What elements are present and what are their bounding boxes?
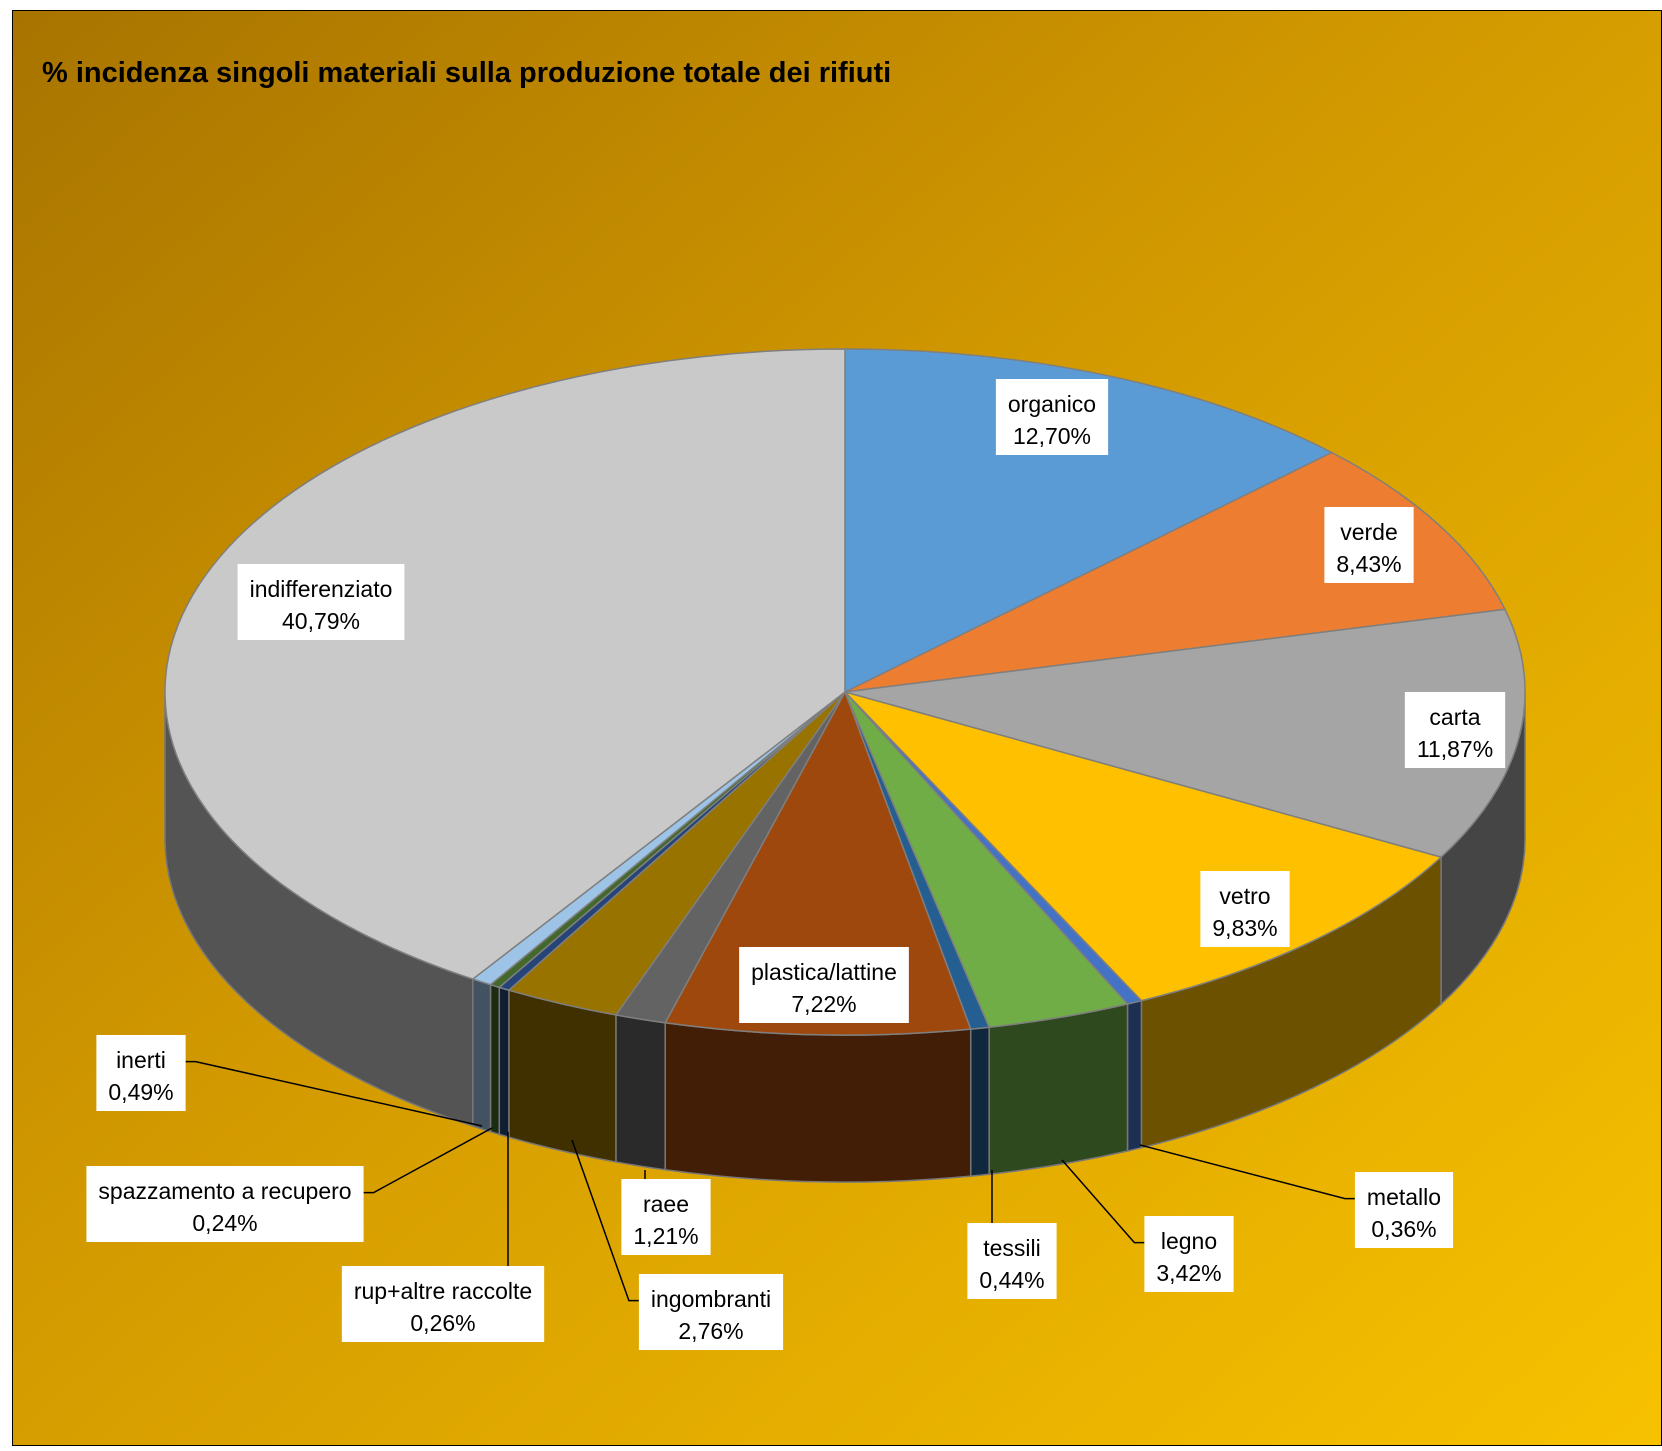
data-label-legno: legno 3,42% xyxy=(1144,1216,1234,1292)
data-label-box-ingombranti xyxy=(638,1274,784,1350)
data-label-box-raee xyxy=(621,1179,711,1255)
slice-side-raee xyxy=(615,1014,666,1171)
data-label-value-ingombranti: 2,76% xyxy=(678,1318,743,1344)
data-label-name-inerti: inerti xyxy=(116,1047,166,1073)
data-label-carta: carta 11,87% xyxy=(1404,692,1506,768)
data-label-value-spazzamento-a-recupero: 0,24% xyxy=(192,1210,257,1236)
data-label-box-plastica-lattine xyxy=(739,947,909,1023)
data-label-box-metallo xyxy=(1354,1172,1454,1248)
data-label-name-vetro: vetro xyxy=(1219,883,1270,909)
slice-indifferenziato xyxy=(164,348,846,980)
slice-side-metallo xyxy=(1126,999,1143,1152)
data-label-box-verde xyxy=(1324,507,1414,583)
data-label-box-rup-altre-raccolte xyxy=(341,1266,545,1342)
data-label-value-carta: 11,87% xyxy=(1417,736,1493,762)
slice-side-ingombranti xyxy=(508,989,617,1163)
slice-side-tessili xyxy=(969,1026,990,1177)
slice-carta xyxy=(844,608,1526,858)
data-labels: organico 12,70% verde 8,43% carta 11,87% vetro… xyxy=(86,379,1506,1350)
data-label-name-organico: organico xyxy=(1008,391,1096,417)
chart-frame: % incidenza singoli materiali sulla prod… xyxy=(11,9,1662,1447)
data-label-name-metallo: metallo xyxy=(1367,1184,1441,1210)
data-label-box-spazzamento-a-recupero xyxy=(86,1166,364,1242)
data-label-ingombranti: ingombranti 2,76% xyxy=(638,1274,784,1350)
slice-side-inerti xyxy=(472,978,492,1133)
slice-side-rup-altre-raccolte xyxy=(498,986,510,1139)
label-leader-lines xyxy=(185,1060,1355,1302)
data-label-box-tessili xyxy=(967,1223,1057,1299)
data-label-box-vetro xyxy=(1200,871,1290,947)
leader-line-ingombranti xyxy=(571,1139,639,1302)
data-label-box-inerti xyxy=(96,1035,186,1111)
data-label-vetro: vetro 9,83% xyxy=(1200,871,1290,947)
data-label-organico: organico 12,70% xyxy=(995,379,1109,455)
data-label-name-carta: carta xyxy=(1429,704,1480,730)
chart-title: % incidenza singoli materiali sulla prod… xyxy=(42,57,891,89)
pie-tops xyxy=(164,348,1526,1036)
slice-side-plastica-lattine xyxy=(664,1021,972,1183)
data-label-tessili: tessili 0,44% xyxy=(967,1223,1057,1299)
data-label-spazzamento-a-recupero: spazzamento a recupero 0,24% xyxy=(86,1166,364,1242)
data-label-box-organico xyxy=(995,379,1109,455)
data-label-plastica-lattine: plastica/lattine 7,22% xyxy=(739,947,909,1023)
data-label-value-verde: 8,43% xyxy=(1336,551,1401,577)
data-label-name-spazzamento-a-recupero: spazzamento a recupero xyxy=(98,1178,351,1204)
data-label-value-tessili: 0,44% xyxy=(979,1267,1044,1293)
data-label-verde: verde 8,43% xyxy=(1324,507,1414,583)
data-label-box-carta xyxy=(1404,692,1506,768)
leader-line-inerti xyxy=(185,1060,483,1127)
data-label-box-indifferenziato xyxy=(237,564,405,640)
data-label-inerti: inerti 0,49% xyxy=(96,1035,186,1111)
data-label-value-vetro: 9,83% xyxy=(1212,915,1277,941)
data-label-value-inerti: 0,49% xyxy=(108,1079,173,1105)
data-label-rup-altre-raccolte: rup+altre raccolte 0,26% xyxy=(341,1266,545,1342)
slice-side-spazzamento-a-recupero xyxy=(489,983,501,1136)
slice-vetro xyxy=(842,690,1443,1002)
leader-line-spazzamento-a-recupero xyxy=(363,1127,493,1194)
data-label-name-legno: legno xyxy=(1161,1228,1217,1254)
data-label-value-metallo: 0,36% xyxy=(1371,1216,1436,1242)
data-label-name-verde: verde xyxy=(1340,519,1398,545)
leader-line-metallo xyxy=(1139,1144,1355,1200)
leader-line-legno xyxy=(1061,1159,1145,1244)
slice-side-legno xyxy=(988,1003,1129,1176)
data-label-raee: raee 1,21% xyxy=(621,1179,711,1255)
data-label-name-indifferenziato: indifferenziato xyxy=(250,576,393,602)
data-label-value-organico: 12,70% xyxy=(1013,423,1091,449)
data-label-value-plastica-lattine: 7,22% xyxy=(791,991,856,1017)
data-label-value-rup-altre-raccolte: 0,26% xyxy=(410,1310,475,1336)
pie-chart: % incidenza singoli materiali sulla prod… xyxy=(11,9,1662,1447)
data-label-indifferenziato: indifferenziato 40,79% xyxy=(237,564,405,640)
data-label-name-plastica-lattine: plastica/lattine xyxy=(751,959,897,985)
data-label-value-raee: 1,21% xyxy=(633,1223,698,1249)
data-label-name-rup-altre-raccolte: rup+altre raccolte xyxy=(354,1278,532,1304)
data-label-metallo: metallo 0,36% xyxy=(1354,1172,1454,1248)
data-label-value-indifferenziato: 40,79% xyxy=(282,608,360,634)
slice-organico xyxy=(844,348,1334,694)
data-label-name-tessili: tessili xyxy=(983,1235,1041,1261)
data-label-value-legno: 3,42% xyxy=(1156,1260,1221,1286)
data-label-box-legno xyxy=(1144,1216,1234,1292)
data-label-name-raee: raee xyxy=(643,1191,689,1217)
data-label-name-ingombranti: ingombranti xyxy=(651,1286,771,1312)
